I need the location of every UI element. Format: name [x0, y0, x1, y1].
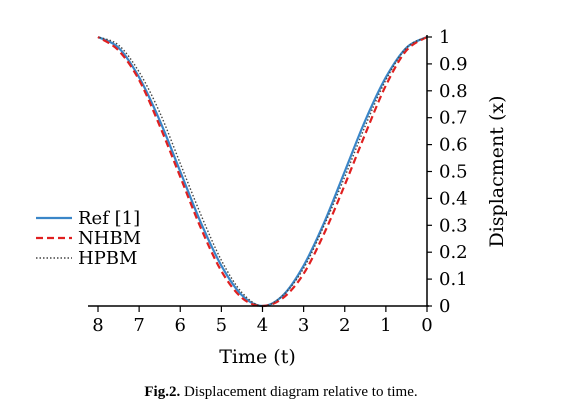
x-tick-label: 3: [298, 315, 309, 336]
series-line: [97, 35, 428, 308]
legend-label: Ref [1]: [78, 208, 140, 229]
x-tick-label: 5: [216, 315, 227, 336]
x-tick-label: 8: [92, 315, 103, 336]
x-tick-label: 7: [133, 315, 144, 336]
y-tick-label: 0.6: [439, 135, 468, 156]
x-tick-label: 0: [421, 315, 432, 336]
figure-caption-text: Displacement diagram relative to time.: [180, 384, 418, 400]
y-tick-label: 0.3: [439, 215, 468, 236]
y-tick-label: 0.5: [439, 162, 468, 183]
x-tick-label: 6: [175, 315, 186, 336]
y-tick-label: 0.9: [439, 54, 468, 75]
y-tick-label: 0.4: [439, 188, 468, 209]
series-line: [97, 36, 428, 308]
y-tick-label: 0.7: [439, 108, 468, 129]
figure-caption: Fig.2. Displacement diagram relative to …: [0, 384, 562, 401]
y-tick-label: 1: [439, 27, 450, 48]
y-tick-label: 0.2: [439, 242, 468, 263]
y-tick-label: 0.1: [439, 269, 468, 290]
x-tick-label: 1: [380, 315, 391, 336]
y-ticks: 0 0.1 0.2 0.3 0.4 0.5 0.6 0.7 0.8 0.9 1: [427, 27, 468, 317]
legend-label: HPBM: [78, 248, 137, 269]
x-axis-label: Time (t): [219, 346, 296, 368]
y-tick-label: 0.8: [439, 81, 468, 102]
figure-caption-label: Fig.2.: [144, 384, 181, 400]
series-line: [97, 36, 428, 307]
x-ticks: 8 7 6 5 4 3 2 1 0: [92, 306, 433, 336]
x-tick-label: 4: [257, 315, 268, 336]
legend-label: NHBM: [78, 228, 141, 249]
y-axis-label: Displacment (x): [486, 96, 508, 248]
y-tick-label: 0: [439, 296, 450, 317]
plot-area: [97, 35, 428, 308]
x-tick-label: 2: [339, 315, 350, 336]
